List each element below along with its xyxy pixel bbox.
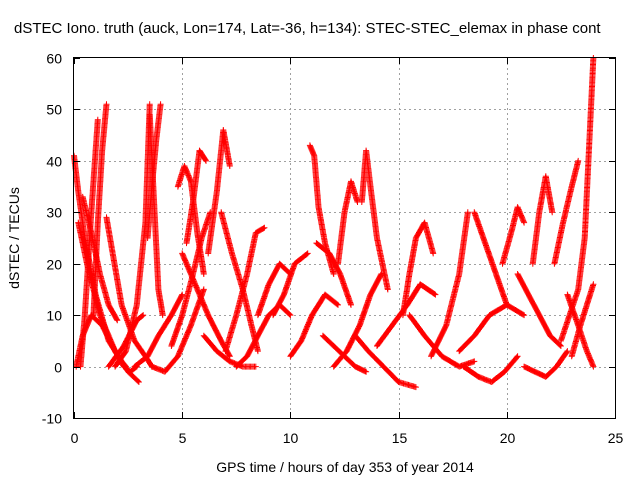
data-point-track [168,209,214,349]
y-tick-label: 10 [46,308,62,324]
data-point-track [471,209,510,308]
data-point-track [358,147,391,293]
data-point-track [306,142,337,277]
y-tick-label: 60 [46,51,62,67]
data-point-track [529,173,556,267]
data-point-track [103,214,155,370]
data-point-track [399,219,437,319]
data-point-track [335,178,361,267]
data-point-track [233,301,294,370]
x-axis-ticks: 0 5 10 15 20 25 [71,58,624,446]
data-point-track [131,291,186,370]
data-point-track [144,101,164,241]
data-point-track [564,291,597,370]
data-point-track [287,291,341,360]
data-point-track [499,204,528,267]
data-point-track [319,332,370,375]
data-point-track [313,240,354,308]
x-axis-label: GPS time / hours of day 353 of year 2014 [216,459,474,475]
plot-frame [73,57,616,419]
data-point-track [352,332,419,391]
data-point-track [77,116,101,370]
data-point-track [460,353,521,385]
data-point-track [551,157,582,267]
y-axis-label: dSTEC / TECUs [6,187,22,289]
data-point-track [521,348,571,380]
y-tick-label: -10 [42,411,62,427]
data-point-track [568,281,597,360]
y-tick-label: 30 [46,205,62,221]
x-tick-label: 25 [608,430,624,446]
chart-title: dSTEC Iono. truth (auck, Lon=174, Lat=-3… [14,20,601,37]
y-tick-label: 0 [54,360,62,376]
x-tick-label: 15 [392,430,408,446]
data-point-track [222,224,268,355]
x-tick-label: 10 [283,430,299,446]
data-points [71,55,597,391]
data-point-track [218,209,261,355]
data-point-track [270,250,311,319]
data-point-track [514,271,564,349]
data-point-track [200,332,259,370]
data-point-track [456,301,528,355]
x-tick-label: 20 [500,430,516,446]
data-point-track [557,55,597,344]
data-point-track [330,271,385,370]
y-axis-ticks: -10 0 10 20 30 40 50 60 [42,51,615,427]
data-point-track [90,101,110,319]
x-tick-label: 0 [71,430,79,446]
data-point-track [254,260,294,319]
y-tick-label: 40 [46,154,62,170]
data-point-track [205,127,233,257]
data-point-track [428,209,471,360]
y-tick-label: 20 [46,257,62,273]
x-tick-label: 5 [179,430,187,446]
data-point-track [105,312,147,370]
y-tick-label: 50 [46,102,62,118]
data-point-track [183,147,209,247]
